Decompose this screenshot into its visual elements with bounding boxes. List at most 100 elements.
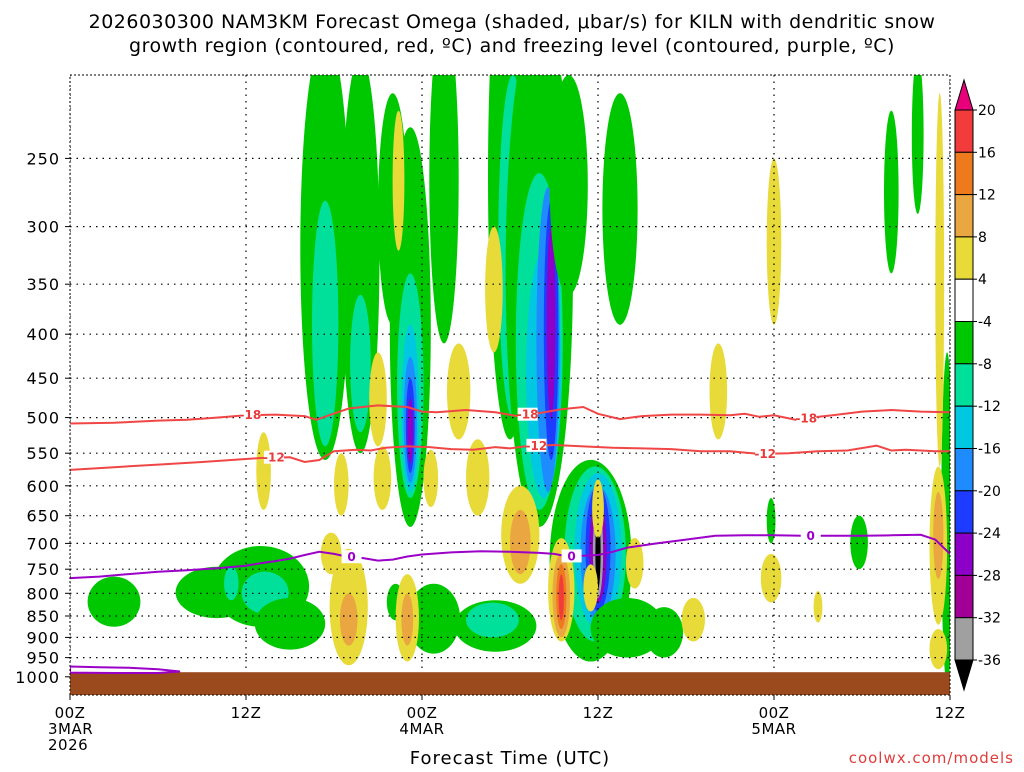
x-tick-label: 12Z [935, 704, 966, 722]
omega-ascent-blob [312, 200, 339, 447]
colorbar-label: -32 [978, 611, 1001, 627]
omega-descent-blob [583, 564, 598, 612]
omega-ascent-blob [766, 498, 776, 544]
omega-ascent-blob [87, 576, 141, 627]
colorbar-label: 20 [978, 103, 996, 119]
plot-frame [69, 74, 951, 696]
contour-label-bg [796, 411, 817, 425]
contour-label-bg [800, 528, 821, 542]
colorbar-top-arrow [954, 78, 974, 111]
x-tick-label: 12Z [231, 704, 262, 722]
omega-descent-blob [933, 492, 944, 579]
y-tick-label: 250 [26, 149, 60, 168]
colorbar-bottom-arrow [954, 659, 974, 692]
omega-descent-blob [392, 110, 405, 251]
omega-descent-blob [709, 343, 728, 440]
omega-ascent-blob [850, 515, 868, 570]
colorbar-band [954, 321, 974, 365]
contour-label-bg [561, 549, 582, 563]
x-axis-label: Forecast Time (UTC) [410, 748, 610, 768]
contour-label-bg [240, 408, 261, 422]
colorbar-band [954, 574, 974, 619]
plot-area: -18 -18 -18 -12 -12 -12 0 0 0 [69, 74, 951, 696]
credit-text[interactable]: coolwx.com/models [849, 749, 1014, 767]
contour-label-bg [517, 407, 538, 421]
dgz-bottom-label: -12 [526, 439, 548, 453]
colorbar-band [954, 363, 974, 407]
y-tick-label: 1000 [15, 668, 60, 687]
y-tick-label: 300 [26, 218, 60, 237]
x-tick-label: 2026 [48, 736, 88, 754]
dgz-bottom-label: -12 [263, 451, 285, 465]
omega-descent-blob [256, 432, 271, 510]
y-tick-label: 750 [26, 560, 60, 579]
dgz-bottom-contour [70, 443, 950, 471]
y-tick-label: 450 [26, 369, 60, 388]
chart-title-line-2: growth region (contoured, red, ºC) and f… [129, 35, 895, 57]
y-tick-label: 850 [26, 607, 60, 626]
y-tick-label: 600 [26, 477, 60, 496]
omega-ascent-blob [884, 110, 899, 274]
freezing-level-label: 0 [567, 549, 575, 563]
freezing-level-label: 0 [807, 529, 815, 543]
colorbar-label: 16 [978, 145, 996, 161]
colorbar-label: -20 [978, 484, 1001, 500]
freezing-level-label: 0 [347, 550, 355, 564]
y-tick-label: 400 [26, 325, 60, 344]
colorbar-label: -4 [978, 315, 992, 331]
omega-descent-blob [935, 93, 945, 467]
omega-ascent-blob [407, 583, 461, 654]
colorbar-band [954, 490, 974, 534]
colorbar-label: -24 [978, 526, 1001, 542]
omega-descent-blob [423, 449, 439, 507]
y-tick-label: 700 [26, 534, 60, 553]
colorbar-band [954, 236, 974, 280]
colorbar-label: -12 [978, 399, 1001, 415]
colorbar-label: 8 [978, 230, 987, 246]
y-tick-label: 500 [26, 409, 60, 428]
omega-descent-blob [625, 538, 644, 589]
colorbar-band [954, 448, 974, 492]
contour-label-bg [263, 450, 284, 464]
omega-descent-blob [369, 352, 387, 447]
omega-ascent-blob [254, 598, 326, 650]
omega-descent-blob [466, 439, 490, 516]
y-tick-label: 650 [26, 507, 60, 526]
chart-title-line-1: 2026030300 NAM3KM Forecast Omega (shaded… [89, 11, 936, 33]
terrain-fill [70, 672, 950, 695]
contour-label-bg [526, 438, 547, 452]
dgz-top-label: -18 [240, 408, 262, 422]
colorbar-band [954, 151, 974, 196]
x-tick-label: 00Z [759, 704, 790, 722]
omega-descent-blob [373, 446, 392, 510]
omega-descent-blob [681, 597, 705, 642]
colorbar-band [954, 109, 974, 153]
omega-ascent-blob [549, 75, 588, 295]
colorbar-band [954, 617, 974, 661]
colorbar-band [954, 194, 974, 238]
omega-ascent-blob [350, 294, 371, 433]
freezing-level-contour [70, 533, 950, 580]
dgz-top-label: -18 [795, 411, 817, 425]
omega-ascent-blob [429, 75, 459, 344]
omega-descent-blob [592, 479, 604, 538]
y-tick-label: 800 [26, 584, 60, 603]
omega-descent-blob [929, 629, 948, 670]
omega-descent-blob [339, 593, 358, 646]
dgz-bottom-label: -12 [754, 447, 776, 461]
colorbar-label: 4 [978, 272, 987, 288]
contours: -18 -18 -18 -12 -12 -12 0 0 0 [70, 404, 950, 674]
y-tick-label: 900 [26, 628, 60, 647]
omega-descent-blob [766, 158, 782, 325]
colorbar-band [954, 278, 974, 323]
y-tick-label: 950 [26, 649, 60, 668]
x-tick-label: 3MAR [48, 720, 93, 738]
omega-descent-blob [760, 553, 782, 603]
colorbar-label: -36 [978, 653, 1001, 669]
x-tick-label: 12Z [583, 704, 614, 722]
freezing-level-low-contour [70, 665, 181, 674]
omega-ascent-blob [224, 566, 239, 601]
omega-ascent-blob [644, 607, 684, 658]
